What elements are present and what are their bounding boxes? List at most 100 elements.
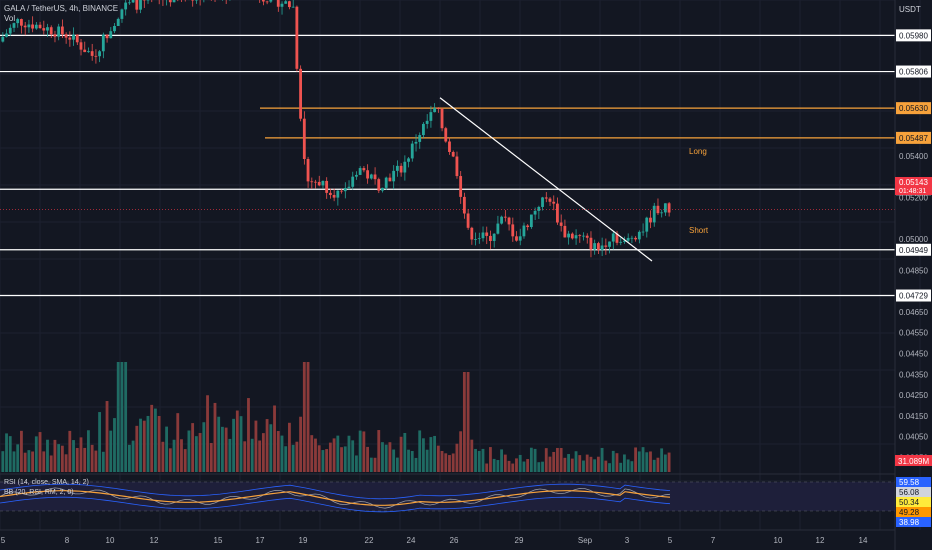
rsi-badge-value: 59.58 [899,478,920,487]
candle-body [362,168,366,171]
volume-bar [232,418,235,472]
volume-bar [16,444,20,472]
candle-body [634,237,637,240]
current-price-countdown: 01:48:31 [899,188,926,195]
candle-body [541,197,544,207]
candle-body [667,203,671,213]
candle-body [98,51,101,57]
price-tick: 0.04350 [899,370,928,379]
time-axis[interactable]: 5 8 10 12 15 17 19 22 24 26 29 Sep 3 5 7 10 12 14 [1,536,868,545]
price-tick: 0.04450 [899,350,928,359]
price-tick: 0.04250 [899,391,928,400]
volume-bars [1,362,671,472]
price-axis[interactable]: 0.05400 0.05200 0.05000 0.04850 0.04650 0.045… [899,152,928,463]
volume-bar [403,432,407,472]
candle-body [120,9,124,19]
level-badge [896,102,931,115]
candle-body [302,118,306,160]
long-label: Long [689,147,707,156]
rsi-badge [896,477,931,487]
candle-body [109,31,113,39]
horizontal-levels[interactable] [0,34,895,297]
volume-bar [328,442,332,472]
candle-body [42,28,46,31]
volume-bar [23,452,27,472]
volume-bar [570,458,574,472]
volume-bar [127,444,131,472]
time-tick: 3 [625,536,630,545]
candle-body [422,123,425,136]
time-tick: 10 [106,536,115,545]
volume-bar [414,457,418,472]
rsi-badge-value: 56.08 [899,488,920,497]
candle-body [83,49,87,53]
volume-bar [198,433,202,472]
volume-bar [369,457,373,472]
volume-bar [563,457,567,472]
volume-bar [224,427,228,472]
volume-bar [645,452,649,472]
price-tick: 0.04050 [899,433,928,442]
volume-bar [425,449,429,472]
candle-body [8,27,12,34]
volume-bar [544,448,548,472]
volume-bar [113,418,116,472]
time-tick: 26 [450,536,459,545]
level-badge-value: 0.05806 [899,68,928,77]
volume-bar [325,449,329,472]
volume-bar [168,448,172,472]
volume-bar [139,418,142,472]
candle-body [425,120,429,124]
candle-body [392,170,396,182]
time-tick: 15 [214,536,223,545]
candle-body [101,34,105,52]
volume-bar [366,446,369,472]
volume-bar [652,459,656,472]
candle-body [533,210,537,215]
volume-bar [98,412,101,472]
volume-bar [57,444,61,472]
volume-bar [284,446,288,472]
symbol-title[interactable]: GALA / TetherUS, 4h, BINANCE [4,4,119,13]
candle-body [60,26,64,35]
volume-bar [608,463,611,472]
candle-body [611,233,615,242]
time-tick: 19 [299,536,308,545]
candle-body [470,227,474,240]
rsi-bb-upper-line [0,483,671,500]
volume-bar [660,448,664,472]
volume-bar [228,438,232,472]
candle-body [295,6,299,69]
candle-body [265,1,269,3]
bb-legend[interactable]: BB (20, RSI, RM, 2, 0) [4,489,74,496]
candle-body [310,181,314,183]
volume-bar [407,449,410,472]
candle-body [31,24,34,29]
candle-body [57,26,61,37]
candle-body [556,203,559,223]
level-badge [896,131,931,144]
candle-body [604,245,608,247]
volume-bar [235,410,239,472]
volume-bar [254,420,258,472]
volume-bar [5,433,8,472]
volume-bar [444,453,448,472]
candle-body [366,170,369,179]
volume-bar [418,430,422,472]
volume-bar [351,440,355,472]
currency-label: USDT [899,5,921,14]
volume-bar [109,430,113,472]
candle-body [343,187,347,192]
candle-body [462,196,466,214]
candle-body [276,0,280,7]
time-tick: 8 [65,536,70,545]
volume-bar [321,450,325,472]
rsi-legend[interactable]: RSI (14, close, SMA, 14, 2) [4,479,89,486]
candle-body [448,141,451,152]
candle-body [410,143,414,159]
candle-body [570,233,574,239]
volume-bar [247,398,250,472]
trendline[interactable] [439,97,653,262]
